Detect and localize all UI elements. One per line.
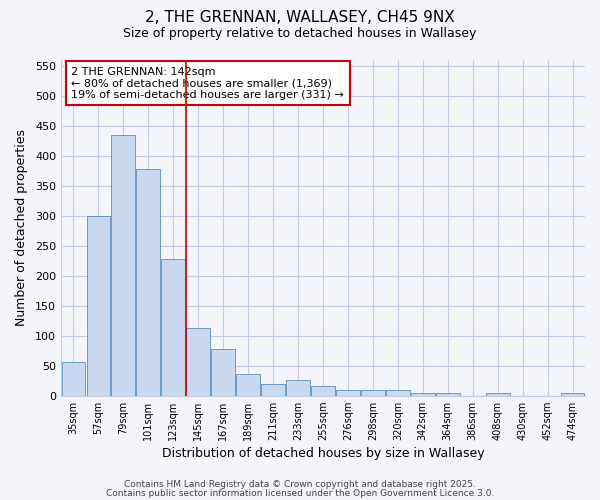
Bar (236, 374, 260, 396)
Bar (187, 328, 210, 396)
Y-axis label: Number of detached properties: Number of detached properties (15, 130, 28, 326)
Bar (261, 384, 285, 396)
Bar (411, 394, 434, 396)
Bar (361, 390, 385, 396)
Bar (86, 216, 110, 396)
X-axis label: Distribution of detached houses by size in Wallasey: Distribution of detached houses by size … (161, 447, 484, 460)
Bar (560, 394, 584, 396)
Text: Size of property relative to detached houses in Wallasey: Size of property relative to detached ho… (124, 28, 476, 40)
Bar (161, 259, 185, 396)
Bar (336, 390, 360, 396)
Bar (436, 394, 460, 396)
Bar (136, 169, 160, 396)
Text: Contains HM Land Registry data © Crown copyright and database right 2025.: Contains HM Land Registry data © Crown c… (124, 480, 476, 489)
Bar (486, 394, 509, 396)
Text: Contains public sector information licensed under the Open Government Licence 3.: Contains public sector information licen… (106, 488, 494, 498)
Bar (62, 362, 85, 396)
Text: 2 THE GRENNAN: 142sqm
← 80% of detached houses are smaller (1,369)
19% of semi-d: 2 THE GRENNAN: 142sqm ← 80% of detached … (71, 66, 344, 100)
Bar (211, 349, 235, 396)
Text: 2, THE GRENNAN, WALLASEY, CH45 9NX: 2, THE GRENNAN, WALLASEY, CH45 9NX (145, 10, 455, 25)
Bar (286, 380, 310, 396)
Bar (311, 386, 335, 396)
Bar (112, 135, 135, 396)
Bar (386, 390, 410, 396)
